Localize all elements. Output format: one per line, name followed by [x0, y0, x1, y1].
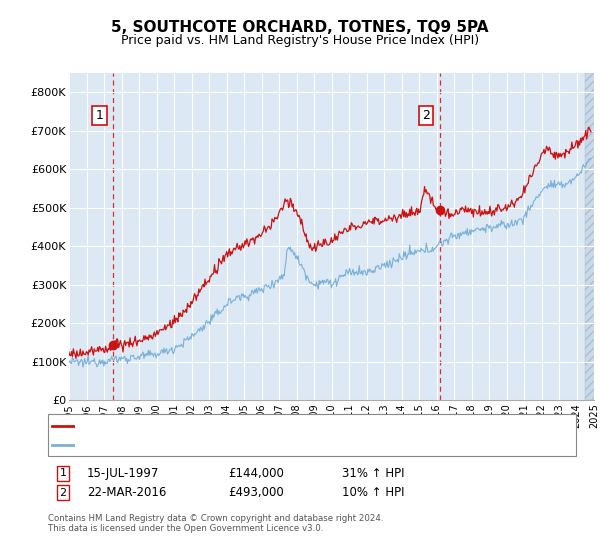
Bar [585, 73, 596, 400]
Text: HPI: Average price, detached house, South Hams: HPI: Average price, detached house, Sout… [81, 440, 355, 450]
Text: 10% ↑ HPI: 10% ↑ HPI [342, 486, 404, 500]
Text: £493,000: £493,000 [228, 486, 284, 500]
Text: 15-JUL-1997: 15-JUL-1997 [87, 466, 160, 480]
Text: 5, SOUTHCOTE ORCHARD, TOTNES, TQ9 5PA (detached house): 5, SOUTHCOTE ORCHARD, TOTNES, TQ9 5PA (d… [81, 421, 431, 431]
Text: £144,000: £144,000 [228, 466, 284, 480]
Text: 31% ↑ HPI: 31% ↑ HPI [342, 466, 404, 480]
Text: 5, SOUTHCOTE ORCHARD, TOTNES, TQ9 5PA: 5, SOUTHCOTE ORCHARD, TOTNES, TQ9 5PA [111, 20, 489, 35]
Text: 2: 2 [59, 488, 67, 498]
Text: Contains HM Land Registry data © Crown copyright and database right 2024.
This d: Contains HM Land Registry data © Crown c… [48, 514, 383, 534]
Text: 1: 1 [95, 109, 103, 122]
Text: 22-MAR-2016: 22-MAR-2016 [87, 486, 166, 500]
Text: 1: 1 [59, 468, 67, 478]
Text: Price paid vs. HM Land Registry's House Price Index (HPI): Price paid vs. HM Land Registry's House … [121, 34, 479, 46]
Text: 2: 2 [422, 109, 430, 122]
